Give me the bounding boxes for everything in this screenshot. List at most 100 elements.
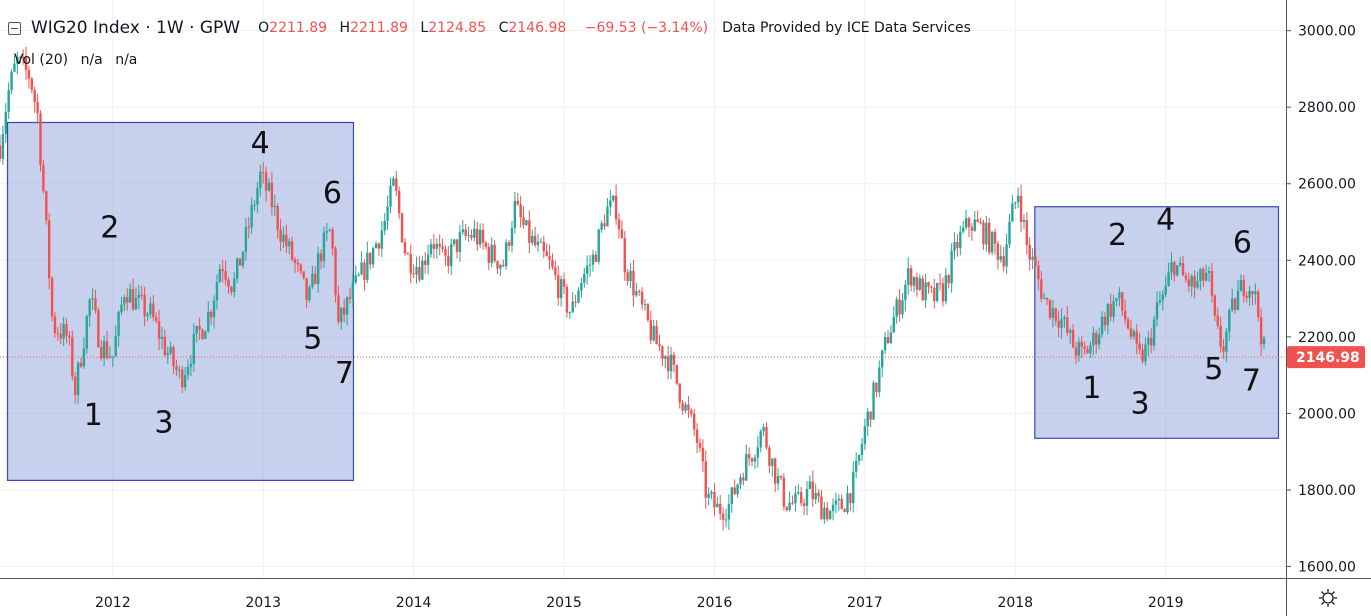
candle-body bbox=[392, 178, 395, 186]
candle-body bbox=[1019, 195, 1023, 223]
candle-body bbox=[583, 273, 586, 283]
candle-body bbox=[467, 235, 470, 237]
candle-body bbox=[1262, 337, 1266, 345]
candle-body bbox=[854, 460, 858, 472]
candle-body bbox=[710, 492, 713, 494]
candle-body bbox=[423, 260, 427, 265]
candle-body bbox=[484, 242, 488, 248]
candle-body bbox=[140, 294, 143, 296]
candle-body bbox=[33, 89, 36, 103]
candle-body bbox=[930, 286, 933, 288]
candle-body bbox=[337, 295, 340, 322]
candle-body bbox=[970, 227, 974, 231]
high-value: 2211.89 bbox=[350, 20, 408, 36]
candle-body bbox=[944, 275, 948, 302]
volume-value-1: n/a bbox=[80, 52, 103, 68]
candle-body bbox=[241, 251, 245, 266]
candle-body bbox=[1204, 272, 1208, 281]
candle-body bbox=[487, 247, 491, 263]
candle-body bbox=[224, 271, 227, 280]
candle-body bbox=[828, 511, 832, 520]
candle-body bbox=[782, 477, 786, 507]
last-price-label: 2146.98 bbox=[1296, 350, 1360, 366]
close-label: C bbox=[498, 20, 509, 36]
candle-body bbox=[412, 273, 415, 275]
candle-body bbox=[1095, 332, 1098, 345]
x-tick-label: 2012 bbox=[95, 595, 131, 611]
candle-body bbox=[166, 353, 169, 356]
candle-body bbox=[363, 262, 366, 280]
candle-body bbox=[1181, 263, 1185, 276]
candle-body bbox=[866, 411, 869, 427]
candle-body bbox=[481, 229, 485, 243]
y-tick-label: 1600.00 bbox=[1298, 560, 1356, 576]
candle-body bbox=[1248, 290, 1251, 298]
candle-body bbox=[473, 228, 476, 238]
candle-body bbox=[319, 253, 323, 262]
candle-body bbox=[325, 231, 329, 233]
candle-body bbox=[1028, 244, 1031, 260]
candle-body bbox=[334, 248, 337, 296]
candle-body bbox=[302, 271, 305, 279]
candle-body bbox=[13, 63, 16, 72]
candle-body bbox=[1259, 317, 1263, 345]
candle-body bbox=[264, 172, 268, 191]
candle-body bbox=[1233, 298, 1237, 310]
candle-body bbox=[27, 69, 31, 79]
candle-body bbox=[773, 458, 777, 484]
candle-body bbox=[719, 503, 722, 514]
candle-body bbox=[797, 492, 800, 494]
minus-square-icon[interactable] bbox=[8, 21, 21, 35]
candle-body bbox=[267, 182, 271, 191]
candle-body bbox=[973, 219, 976, 231]
candle-body bbox=[1126, 319, 1130, 329]
candle-body bbox=[909, 268, 913, 286]
candle-body bbox=[692, 413, 696, 430]
candle-body bbox=[638, 291, 641, 293]
candle-body bbox=[316, 253, 320, 284]
candle-body bbox=[964, 218, 968, 228]
candle-body bbox=[1005, 244, 1008, 267]
candle-body bbox=[672, 354, 676, 365]
candle-body bbox=[111, 356, 115, 358]
candle-body bbox=[1158, 300, 1162, 303]
gear-icon[interactable] bbox=[1319, 589, 1337, 607]
candle-body bbox=[1071, 330, 1075, 348]
candle-body bbox=[4, 111, 7, 135]
candle-body bbox=[1054, 308, 1057, 321]
candle-body bbox=[195, 326, 198, 334]
candle-body bbox=[788, 502, 791, 510]
candle-body bbox=[794, 493, 797, 504]
candle-body bbox=[988, 222, 991, 253]
candle-body bbox=[181, 369, 184, 388]
candle-body bbox=[817, 493, 820, 497]
candle-body bbox=[557, 275, 560, 299]
candle-body bbox=[568, 312, 572, 314]
candle-body bbox=[383, 220, 386, 231]
candle-body bbox=[504, 242, 508, 267]
candle-body bbox=[510, 227, 514, 246]
candle-body bbox=[152, 303, 155, 318]
candle-body bbox=[1184, 275, 1188, 280]
candle-body bbox=[745, 454, 748, 481]
candle-body bbox=[282, 234, 285, 242]
candle-body bbox=[961, 227, 965, 232]
symbol-title: WIG20 Index · 1W · GPW bbox=[31, 18, 241, 38]
candle-body bbox=[305, 278, 308, 301]
candle-body bbox=[1196, 281, 1199, 288]
candle-body bbox=[97, 310, 100, 348]
candle-body bbox=[606, 206, 609, 227]
y-tick-label: 3000.00 bbox=[1298, 24, 1356, 40]
candle-body bbox=[7, 90, 10, 112]
candle-body bbox=[435, 243, 438, 249]
candle-body bbox=[65, 324, 68, 336]
candle-body bbox=[669, 354, 673, 372]
candle-body bbox=[1100, 316, 1104, 335]
candle-body bbox=[377, 243, 381, 249]
candle-body bbox=[476, 228, 479, 245]
candle-body bbox=[250, 205, 253, 228]
open-value: 2211.89 bbox=[269, 20, 328, 36]
candle-body bbox=[915, 277, 919, 290]
